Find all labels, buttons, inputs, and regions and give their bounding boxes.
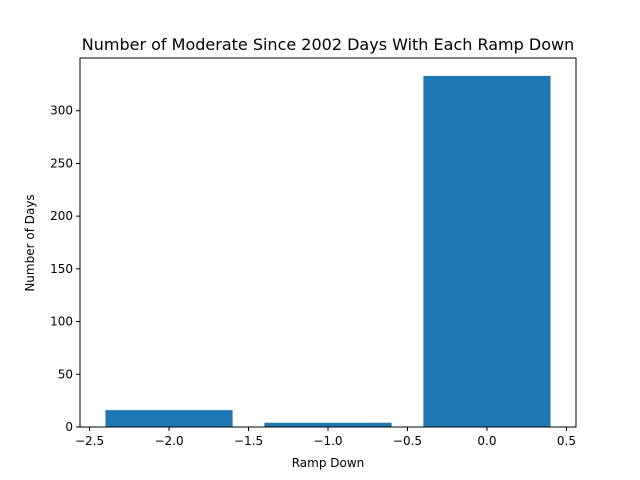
bar xyxy=(423,75,551,428)
x-tick-label: −1.5 xyxy=(234,434,263,448)
plot-frame xyxy=(79,57,577,428)
bar xyxy=(264,422,392,427)
x-tick-label: −2.0 xyxy=(154,434,183,448)
y-axis-label: Number of Days xyxy=(23,194,37,291)
bars-group xyxy=(105,75,551,428)
x-tick-label: −0.5 xyxy=(393,434,422,448)
y-tick-label: 50 xyxy=(58,367,73,381)
x-axis-ticks: −2.5 −2.0 −1.5 −1.0 −0.5 0.0 0.5 xyxy=(75,427,576,448)
x-tick-label: −2.5 xyxy=(75,434,104,448)
y-tick-label: 100 xyxy=(50,315,73,329)
x-tick-label: −1.0 xyxy=(313,434,342,448)
y-tick-label: 300 xyxy=(50,104,73,118)
x-tick-label: 0.0 xyxy=(477,434,496,448)
x-axis-label: Ramp Down xyxy=(292,456,365,470)
y-tick-label: 0 xyxy=(65,420,73,434)
y-tick-label: 150 xyxy=(50,262,73,276)
y-axis-ticks: 0 50 100 150 200 250 300 xyxy=(50,104,80,434)
x-tick-label: 0.5 xyxy=(557,434,576,448)
y-tick-label: 200 xyxy=(50,209,73,223)
bar xyxy=(105,410,233,427)
y-tick-label: 250 xyxy=(50,156,73,170)
chart-title: Number of Moderate Since 2002 Days With … xyxy=(82,35,574,54)
